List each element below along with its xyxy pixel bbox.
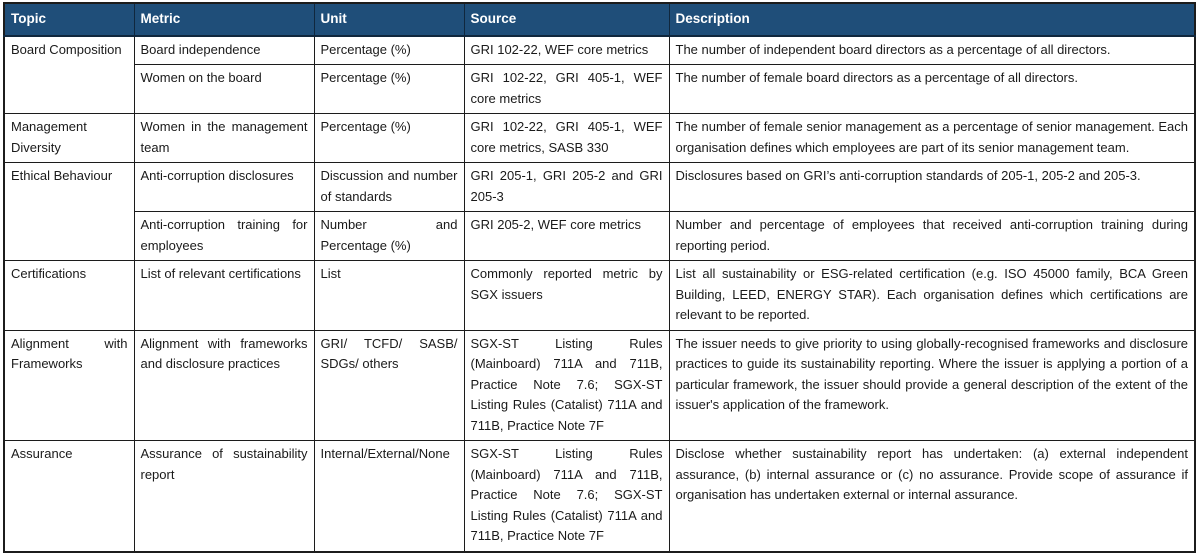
cell-topic: Certifications	[3, 260, 135, 331]
header-source: Source	[463, 2, 670, 37]
cell-metric: Alignment with frameworks and disclosure…	[133, 329, 315, 441]
cell-description: The number of independent board director…	[668, 35, 1196, 65]
cell-source: GRI 102-22, WEF core metrics	[463, 35, 670, 65]
cell-description: The number of female board directors as …	[668, 64, 1196, 114]
cell-unit: List	[313, 260, 465, 331]
header-metric: Metric	[133, 2, 315, 37]
table-row: Certifications List of relevant certifica…	[3, 260, 1196, 331]
cell-metric: Assurance of sustainability report	[133, 440, 315, 552]
table-row: Assurance Assurance of sustainability rep…	[3, 440, 1196, 552]
header-topic: Topic	[3, 2, 135, 37]
cell-unit: Number and Percentage (%)	[313, 211, 465, 261]
table-row: Board Composition Board independence Perce…	[3, 35, 1196, 114]
cell-topic: Alignment with Frameworks	[3, 329, 135, 441]
cell-description: Disclosures based on GRI’s anti-corrupti…	[668, 162, 1196, 212]
table-body: Board Composition Board independence Perce…	[3, 35, 1196, 552]
cell-topic: Management Diversity	[3, 113, 135, 163]
table-row: Alignment with Frameworks Alignment with …	[3, 329, 1196, 441]
cell-source: GRI 205-1, GRI 205-2 and GRI 205-3	[463, 162, 670, 212]
table-row: Anti-corruption training for employees Nu…	[4, 211, 1196, 261]
cell-topic: Board Composition	[3, 35, 135, 114]
cell-source: Commonly reported metric by SGX issuers	[463, 260, 670, 331]
esg-metrics-table: Topic Metric Unit Source Description Boa…	[3, 2, 1196, 553]
table-row: Women on the board Percentage (%) GRI 102-…	[4, 64, 1196, 114]
cell-metric: Anti-corruption disclosures	[133, 162, 315, 212]
cell-metric: Board independence	[133, 35, 315, 65]
cell-unit: Percentage (%)	[313, 113, 465, 163]
cell-unit: Discussion and number of standards	[313, 162, 465, 212]
cell-metric: List of relevant certifications	[133, 260, 315, 331]
cell-topic: Assurance	[3, 440, 135, 552]
table-row: Management Diversity Women in the managem…	[3, 113, 1196, 163]
header-unit: Unit	[313, 2, 465, 37]
table-header-row: Topic Metric Unit Source Description	[3, 2, 1196, 37]
cell-source: SGX-ST Listing Rules (Mainboard) 711A an…	[463, 329, 670, 441]
cell-description: Disclose whether sustainability report h…	[668, 440, 1196, 552]
header-description: Description	[668, 2, 1196, 37]
cell-description: Number and percentage of employees that …	[668, 211, 1196, 261]
cell-source: GRI 102-22, GRI 405-1, WEF core metrics	[463, 64, 670, 114]
cell-metric: Anti-corruption training for employees	[133, 211, 315, 261]
cell-topic: Ethical Behaviour	[3, 162, 135, 261]
cell-description: The issuer needs to give priority to usi…	[668, 329, 1196, 441]
cell-source: GRI 205-2, WEF core metrics	[463, 211, 670, 261]
cell-source: GRI 102-22, GRI 405-1, WEF core metrics,…	[463, 113, 670, 163]
cell-description: List all sustainability or ESG-related c…	[668, 260, 1196, 331]
cell-metric: Women on the board	[133, 64, 315, 114]
cell-unit: Percentage (%)	[313, 35, 465, 65]
cell-description: The number of female senior management a…	[668, 113, 1196, 163]
cell-unit: GRI/ TCFD/ SASB/ SDGs/ others	[313, 329, 465, 441]
cell-unit: Percentage (%)	[313, 64, 465, 114]
cell-unit: Internal/External/None	[313, 440, 465, 552]
cell-metric: Women in the management team	[133, 113, 315, 163]
table-row: Ethical Behaviour Anti-corruption disclos…	[3, 162, 1196, 261]
cell-source: SGX-ST Listing Rules (Mainboard) 711A an…	[463, 440, 670, 552]
